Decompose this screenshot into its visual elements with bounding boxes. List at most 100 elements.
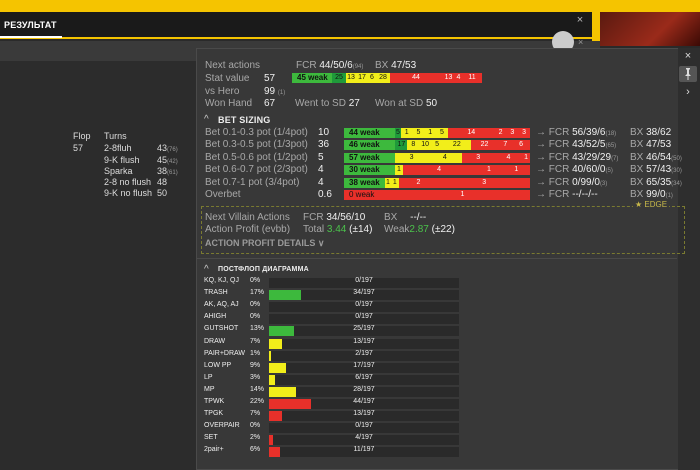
hand-count: 4/197: [355, 434, 373, 442]
hand-count: 13/197: [353, 410, 375, 418]
edge-section: [201, 206, 685, 254]
turn-value: 43(76): [157, 143, 178, 153]
vs-hero-label: vs Hero: [205, 86, 240, 97]
hand-count: 17/197: [353, 361, 375, 369]
next-actions-fcr: FCR 44/50/6(94): [296, 60, 364, 71]
diagram-bar-track: [269, 338, 459, 349]
bar-segment: 3: [394, 152, 429, 163]
hand-category: 2pair+: [204, 446, 224, 454]
bet-size-label: Bet 0.3-0.5 pot (1/3pot): [205, 139, 308, 151]
bar-segment: 13: [346, 73, 356, 83]
hand-count: 44/197: [353, 398, 375, 405]
edge-label: ★ EDGE: [633, 200, 670, 209]
hand-count: 0/197: [355, 313, 373, 321]
bar-segment: 1: [391, 177, 399, 188]
diagram-bar-track: [269, 362, 459, 373]
hand-category: MP: [204, 385, 215, 393]
hand-percent: 6%: [250, 446, 261, 454]
bar-segment: 4: [455, 73, 462, 83]
diagram-bar-track: [269, 350, 459, 361]
bar-segment: 14: [447, 128, 495, 138]
hand-category: TPGK: [204, 410, 224, 418]
turn-name: Sparka: [104, 166, 133, 176]
bar-segment: 7: [498, 140, 513, 151]
hand-percent: 0%: [250, 301, 261, 309]
diagram-bar-track: [269, 290, 459, 301]
turn-name: 2-8 no flush: [104, 177, 152, 187]
bar-segment: 2: [494, 128, 507, 138]
bar-segment: 44: [390, 73, 442, 83]
hand-percent: 0%: [250, 277, 261, 284]
bar-segment: 1: [394, 190, 530, 200]
diagram-bar-track: [269, 447, 459, 458]
weak-segment: 44 weak: [344, 128, 395, 138]
diagram-collapse-icon[interactable]: ^: [204, 264, 209, 275]
close-icon[interactable]: ×: [578, 37, 584, 47]
bar-segment: 13: [442, 73, 455, 83]
bar-segment: 3: [438, 177, 530, 188]
close-icon[interactable]: ×: [576, 14, 584, 26]
avatar[interactable]: [552, 31, 574, 53]
weak-segment: 45 weak: [292, 73, 332, 83]
weak-segment: 46 weak: [344, 140, 396, 151]
bet-size-value: 36: [318, 139, 330, 151]
stat-value-label: Stat value: [205, 73, 250, 84]
hand-percent: 3%: [250, 373, 261, 381]
hand-count: 11/197: [353, 446, 375, 454]
hand-count: 0/197: [355, 277, 373, 284]
bet-size-value: 5: [318, 151, 324, 163]
turn-value: 45(42): [157, 155, 178, 165]
bar-segment: 3: [518, 128, 530, 138]
bet-size-label: Overbet: [205, 189, 241, 200]
flop-label: Flop: [73, 131, 91, 141]
bar-segment: 28: [376, 73, 390, 83]
diagram-bar-fill: [269, 399, 311, 409]
chevron-right-icon[interactable]: ›: [686, 86, 690, 98]
pin-icon[interactable]: [679, 66, 697, 82]
bet-sizing-collapse-icon[interactable]: ^: [204, 114, 209, 125]
diagram-bar-track: [269, 399, 459, 409]
diagram-bar-track: [269, 374, 459, 385]
tab-result[interactable]: РЕЗУЛЬТАТ: [4, 20, 57, 30]
diagram-bar-fill: [269, 350, 271, 361]
hand-category: LP: [204, 373, 213, 381]
hand-count: 25/197: [353, 325, 375, 333]
hand-count: 28/197: [353, 385, 375, 393]
diagram-bar-track: [269, 326, 459, 337]
next-villain-fcr: FCR 34/56/10: [303, 212, 366, 223]
action-profit-details-toggle[interactable]: ACTION PROFIT DETAILS ∨: [205, 238, 325, 248]
bet-size-bx: BX 46/54(50): [630, 151, 682, 163]
bet-size-bar: 0 weak 1: [344, 190, 530, 200]
diagram-bar-track: [269, 411, 459, 422]
bar-segment: 3: [506, 128, 519, 138]
bet-size-fcr: → FCR --/--/--: [536, 189, 598, 200]
bar-segment: 1: [502, 165, 530, 176]
vs-hero-value: 99 (1): [264, 86, 286, 97]
hand-percent: 22%: [250, 398, 265, 405]
hand-percent: 0%: [250, 422, 261, 430]
bet-size-bx: BX 57/43(30): [630, 164, 682, 176]
flop-value: 57: [73, 143, 84, 153]
won-hand-label: Won Hand: [205, 98, 253, 109]
bet-sizing-title[interactable]: BET SIZING: [218, 115, 271, 125]
next-villain-bx: BX --/--: [384, 212, 427, 223]
bet-size-fcr: → FCR 43/52/5(65): [536, 139, 617, 151]
diagram-bar-fill: [269, 435, 273, 446]
bet-size-fcr: → FCR 0/99/0(3): [536, 176, 608, 188]
weak-segment: 30 weak: [344, 165, 395, 176]
turn-value: 38(61): [157, 166, 178, 176]
turn-name: 2-8fluh: [104, 143, 132, 153]
bar-segment: 17: [395, 140, 408, 151]
bar-segment: 4: [494, 152, 523, 163]
bet-size-bar: 38 weak 1 1 2 3: [344, 177, 530, 188]
diagram-bar-fill: [269, 338, 282, 349]
close-icon[interactable]: ×: [684, 50, 692, 62]
hand-category: TPWK: [204, 398, 225, 405]
app-side-accent: [592, 8, 600, 44]
bet-size-bx: BX 99/0(1): [630, 189, 673, 200]
bet-size-bar: 44 weak 5 1 5 1 5 14 2 3 3: [344, 128, 530, 138]
bar-segment: 10: [419, 140, 432, 151]
diagram-title[interactable]: ПОСТФЛОП ДИАГРАММА: [218, 266, 309, 273]
turn-name: 9-K flush: [104, 155, 140, 165]
hand-category: OVERPAIR: [204, 422, 240, 430]
